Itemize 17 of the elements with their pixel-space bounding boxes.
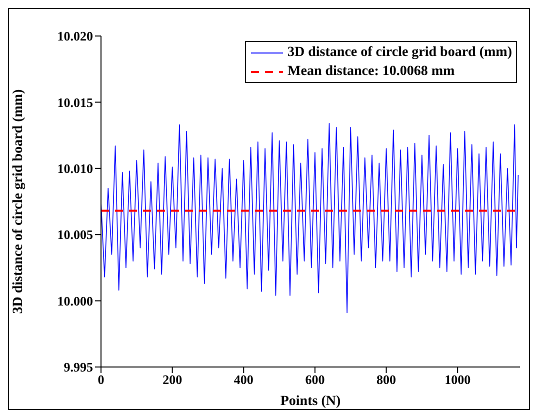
y-axis-title: 3D distance of circle grid board (mm) <box>10 88 26 314</box>
y-tick-label: 10.010 <box>57 161 93 176</box>
y-tick-label: 10.015 <box>57 94 94 110</box>
legend-label: 3D distance of circle grid board (mm) <box>288 44 512 62</box>
legend-label: Mean distance: 10.0068 mm <box>288 63 455 81</box>
x-tick-label: 0 <box>98 372 104 388</box>
x-tick-label: 800 <box>376 372 396 388</box>
y-tick-label: 10.005 <box>57 227 94 242</box>
x-tick-label: 1000 <box>444 372 471 388</box>
line-series <box>101 122 519 314</box>
y-tick-label: 9.995 <box>64 360 94 375</box>
x-tick-label: 200 <box>162 372 182 388</box>
y-tick-label: 10.020 <box>57 28 93 44</box>
x-tick-label: 400 <box>234 372 254 388</box>
y-tick-label: 10.000 <box>57 293 93 308</box>
x-tick-label: 600 <box>305 372 325 388</box>
x-axis-title: Points (N) <box>280 394 341 409</box>
